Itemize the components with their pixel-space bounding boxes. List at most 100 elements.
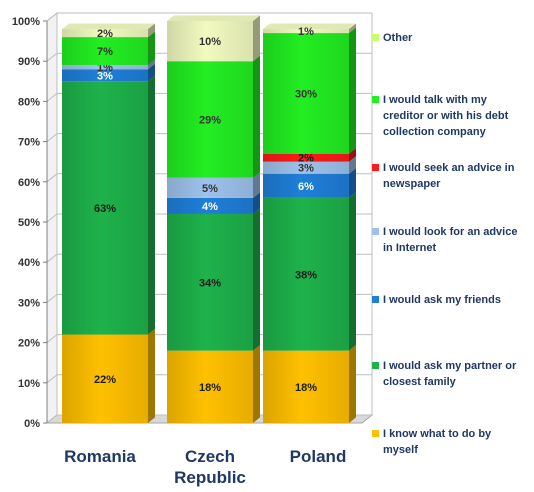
data-label: 22% [94,374,116,386]
legend-swatch [372,362,379,369]
category-label: Czech [185,447,235,466]
bar-top [62,23,155,30]
bar-front [263,29,349,34]
bar-side [148,59,155,70]
legend-label-line: I would ask my partner or [383,360,517,372]
bar-side [349,168,356,198]
legend-label-line: I would look for an advice [383,226,518,238]
bar-front [62,69,148,82]
legend-label: I would talk with my creditor or with his… [383,92,533,140]
bar-side [349,23,356,34]
bar-front [62,29,148,38]
data-label: 1% [298,26,314,38]
bar-front [263,173,349,198]
bar-front [263,161,349,174]
data-label: 29% [199,114,221,126]
bar-segment [62,23,155,38]
legend-label-line: I would talk with my [383,94,487,106]
legend-swatch [372,430,379,437]
legend-label: I would seek an advice in newspaper [383,160,533,192]
bar-segment [263,192,356,351]
bar-segment [263,168,356,198]
data-label: 63% [94,203,116,215]
bar-side [148,75,155,335]
bar-segment [263,345,356,423]
bar-top [263,23,356,30]
bar-segment [167,192,260,214]
bar-side [148,328,155,423]
data-label: 1% [97,62,113,74]
bar-segment [167,55,260,178]
gridline [46,12,372,22]
bar-segment [263,148,356,162]
bar-front [263,197,349,351]
bar-side [253,55,260,178]
data-label: 30% [295,88,317,100]
bar-top [167,15,260,21]
y-tick-label: 70% [18,137,40,149]
legend-swatch [372,34,379,41]
legend-label-line: collection company [383,126,486,138]
bar-segment [62,59,155,70]
bar-segment [62,31,155,66]
data-label: 4% [202,201,218,213]
bar-segment [263,27,356,154]
bar-front [167,21,253,62]
bar-side [253,192,260,214]
bars: 22%63%3%1%7%2%18%34%4%5%29%10%18%38%6%3%… [62,15,356,423]
category-label: Republic [174,468,246,487]
data-label: 7% [97,46,113,58]
legend-label: I would ask my partner or closest family [383,358,533,390]
legend-label: I know what to do by myself [383,426,533,458]
bar-segment [263,23,356,34]
bar-front [62,37,148,66]
bar-segment [167,345,260,423]
legend-label-line: I would seek an advice in [383,162,515,174]
legend-label-line: closest family [383,376,456,388]
data-label: 5% [202,183,218,195]
data-label: 10% [199,36,221,48]
y-tick-label: 0% [24,418,40,430]
bar-front [62,334,148,423]
data-label: 2% [97,28,113,40]
bar-segment [62,328,155,423]
legend-label-line: Other [383,32,413,44]
bar-side [148,31,155,66]
y-tick-label: 30% [18,297,40,309]
y-tick-label: 20% [18,338,40,350]
bar-side [349,156,356,174]
bar-segment [167,208,260,351]
bar-side [253,345,260,423]
bar-side [349,345,356,423]
legend-label-line: I know what to do by [383,428,492,440]
data-label: 34% [199,277,221,289]
legend-label-line: creditor or with his debt [383,110,509,122]
category-label: Romania [64,447,136,466]
bar-segment [62,75,155,335]
bar-front [167,213,253,351]
bar-segment [263,156,356,174]
category-label: Poland [290,447,347,466]
data-label: 18% [295,382,317,394]
bar-side [148,63,155,82]
y-axis: 0% 10% 20% 30% 40% 50% 60% 70% 80% 90% 100% [12,16,48,430]
bar-front [263,33,349,154]
y-tick-label: 10% [18,378,40,390]
bar-front [167,350,253,423]
data-label: 18% [199,382,221,394]
y-tick-label: 90% [18,56,40,68]
bar-side [349,192,356,351]
bar-front [263,350,349,423]
bar-front [167,197,253,214]
y-tick-label: 100% [12,16,40,28]
bar-front [263,153,349,162]
bar-front [62,81,148,335]
data-label: 3% [298,163,314,175]
bar-front [62,65,148,70]
data-label: 38% [295,269,317,281]
bar-front [167,177,253,198]
bar-segment [167,172,260,198]
legend-label-line: myself [383,444,418,456]
legend-swatch [372,296,379,303]
